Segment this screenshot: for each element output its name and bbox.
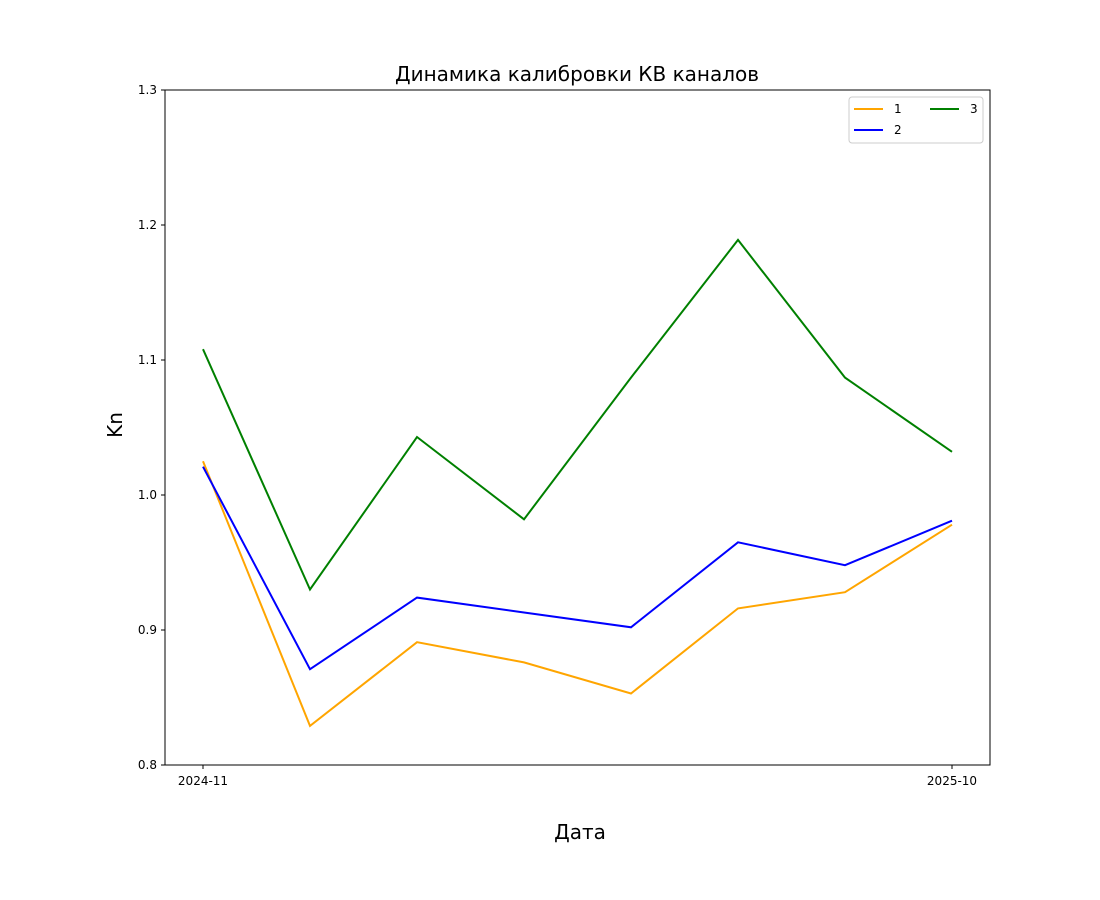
legend-label-series-1: 1 [894, 102, 902, 116]
y-tick-label: 1.1 [138, 353, 157, 367]
x-tick-label: 2024-11 [178, 774, 228, 788]
series-line-3 [202, 238, 953, 592]
series-line-2 [202, 466, 953, 671]
y-tick-label: 0.9 [138, 623, 157, 637]
legend-box [848, 96, 984, 144]
x-axis-ticks: 2024-11 2025-10 [178, 765, 977, 788]
legend-label-series-2: 2 [894, 123, 902, 137]
legend-label-series-3: 3 [970, 102, 978, 116]
y-tick-label: 1.2 [138, 218, 157, 232]
y-tick-label: 1.0 [138, 488, 157, 502]
y-tick-label: 0.8 [138, 758, 157, 772]
y-tick-label: 1.3 [138, 83, 157, 97]
legend: 1 2 3 [848, 96, 984, 144]
x-tick-label: 2025-10 [927, 774, 977, 788]
y-axis-ticks: 0.8 0.9 1.0 1.1 1.2 1.3 [138, 83, 165, 772]
chart-title: Динамика калибровки КВ каналов [395, 62, 759, 86]
x-axis-label: Дата [554, 820, 606, 844]
y-axis-label: Kn [103, 412, 127, 438]
series-line-1 [202, 460, 953, 728]
plot-layer [202, 238, 953, 728]
plot-frame [164, 89, 991, 766]
